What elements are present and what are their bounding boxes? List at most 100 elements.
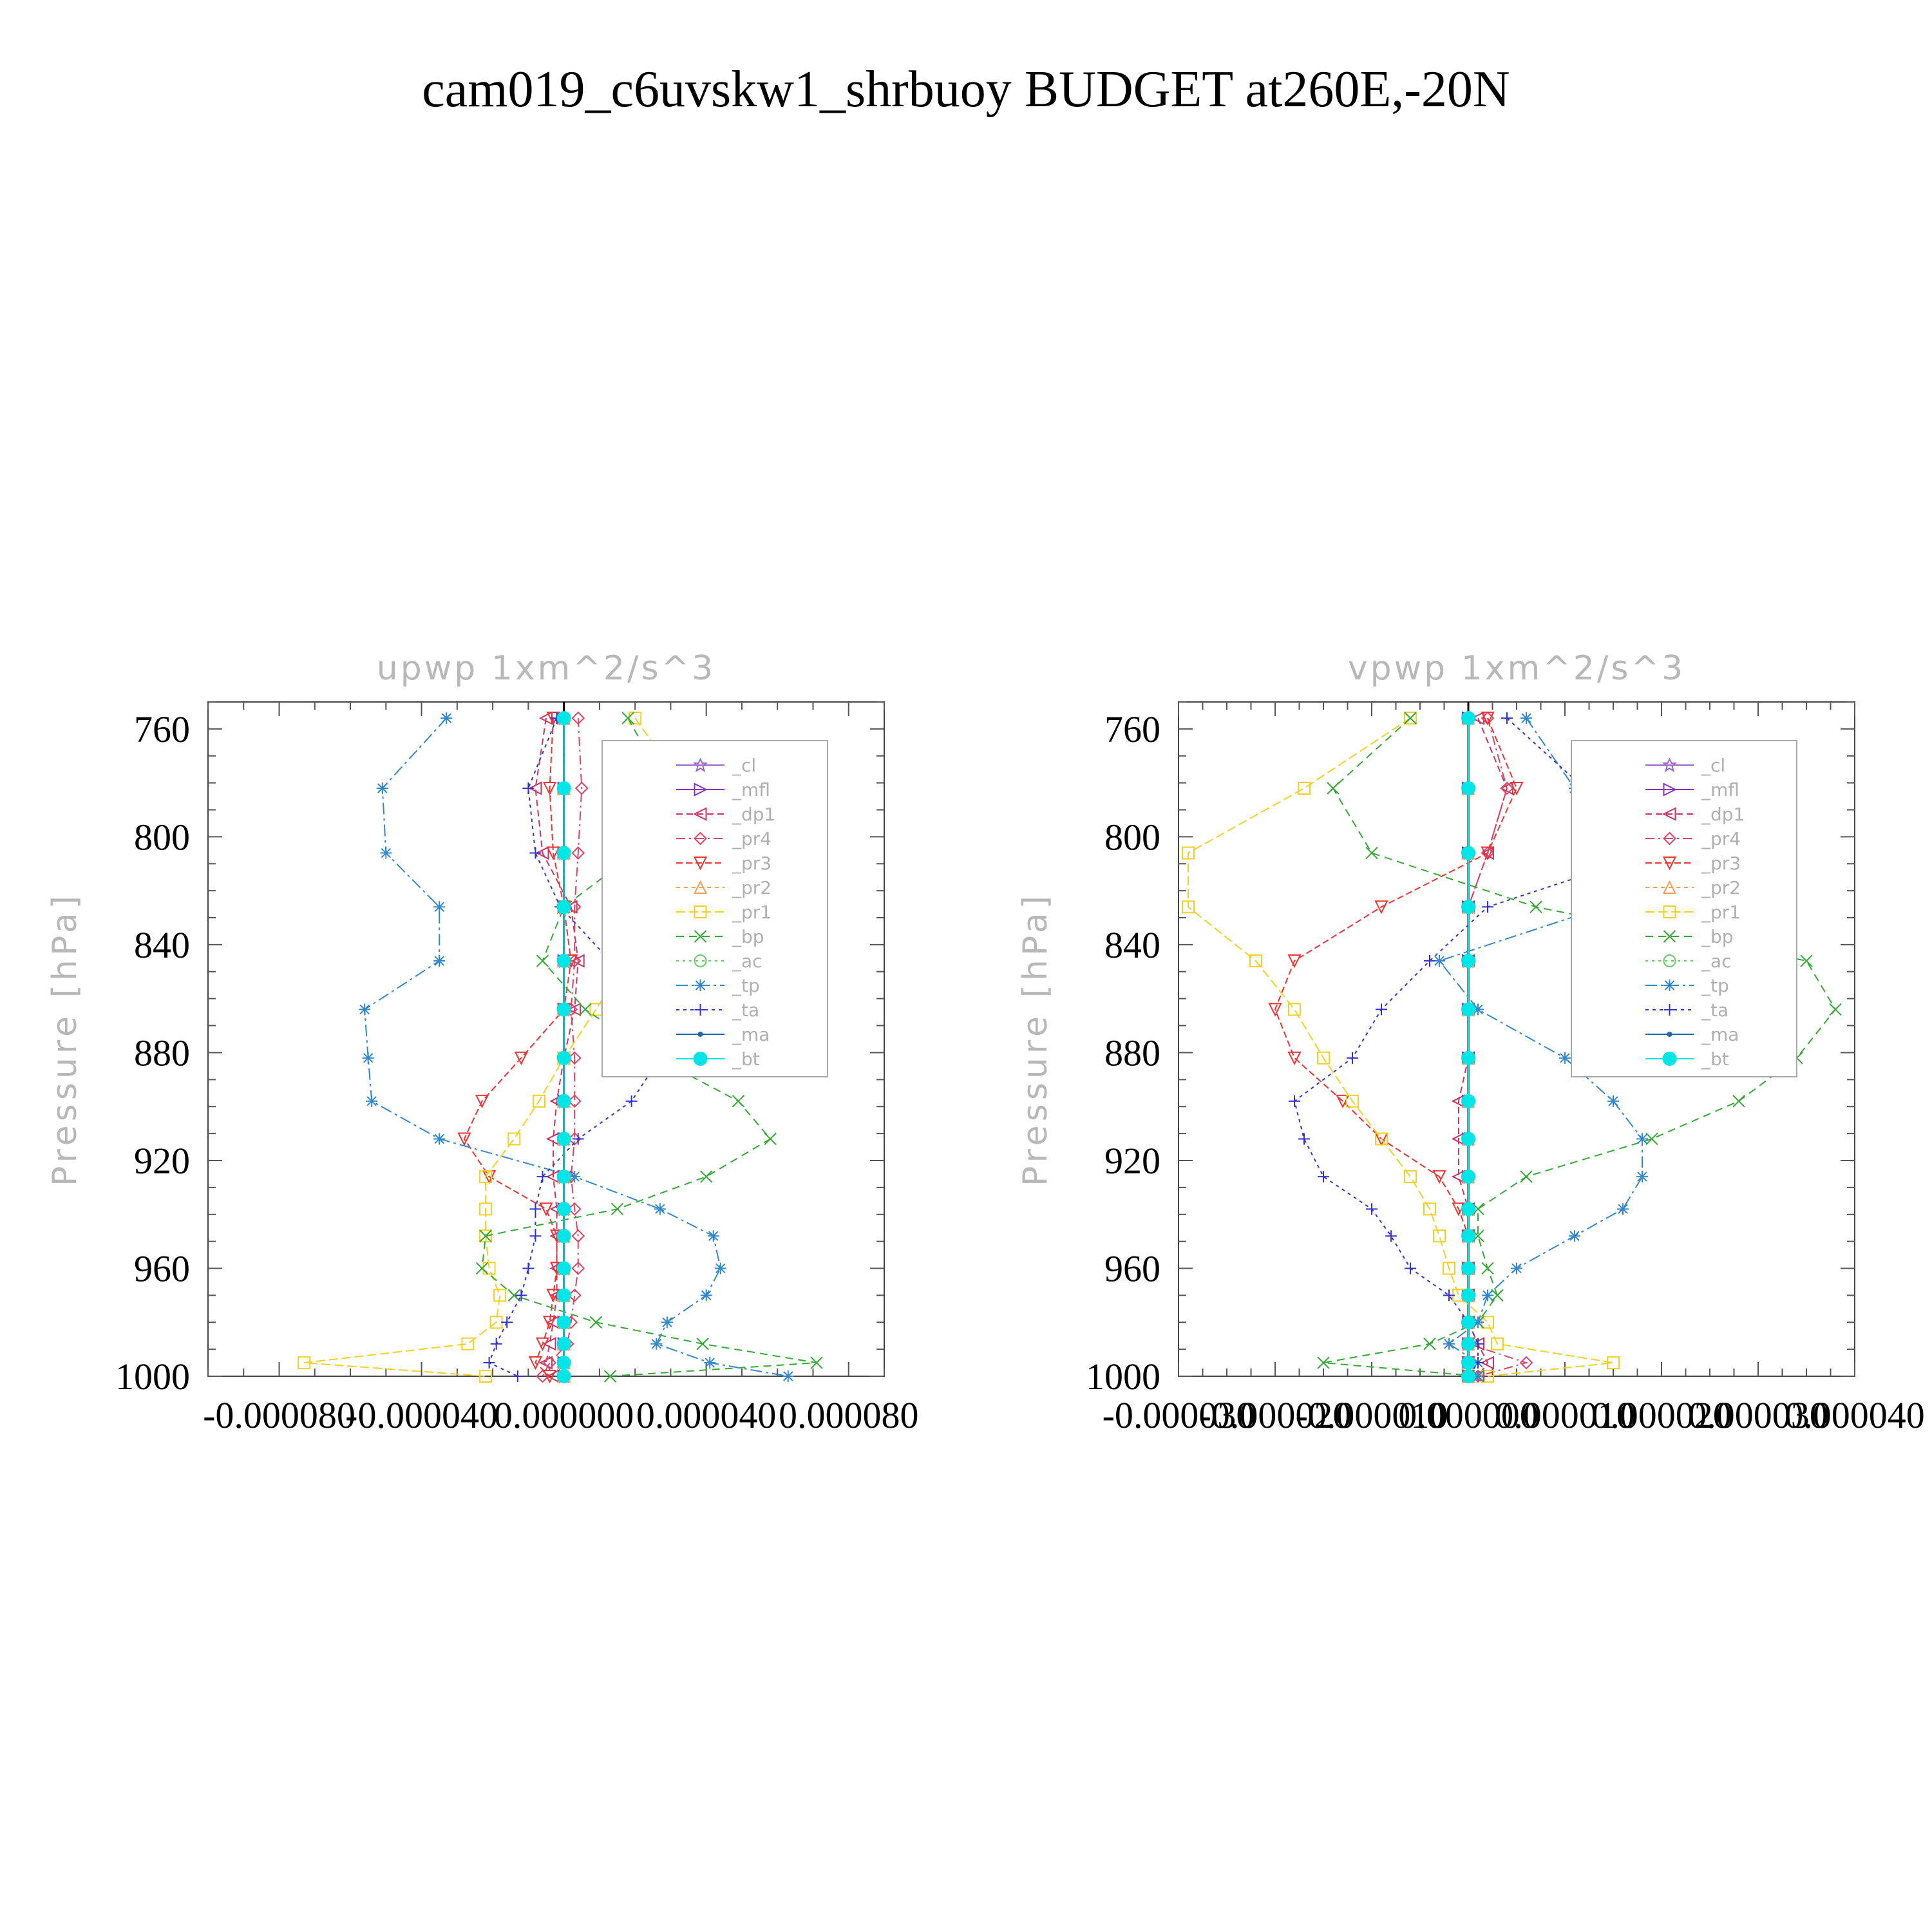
data-point-pr1	[1346, 1094, 1359, 1108]
legend-box	[1571, 740, 1797, 1077]
data-point-pr1	[1404, 712, 1417, 725]
legend-entry-mfl: _mfl	[732, 779, 770, 800]
chart-panel-vpwp: vpwp 1xm^2/s^3 Pressure [hPa] 760 800 840 880…	[1016, 649, 1925, 1436]
data-point-pr1	[493, 1289, 507, 1302]
legend-entry-pr2: _pr2	[1701, 877, 1741, 898]
data-point-tp	[359, 1003, 371, 1016]
data-point-ta	[515, 1289, 527, 1302]
legend-marker	[693, 757, 708, 773]
y-tick-label: 920	[1104, 1140, 1160, 1182]
data-point-bt	[1461, 711, 1475, 726]
data-point-bt	[1461, 1202, 1475, 1217]
data-point-bt	[556, 711, 571, 726]
data-point-tp	[1636, 1133, 1648, 1145]
data-point-pr1	[1423, 1202, 1436, 1216]
data-point-bp	[479, 1229, 492, 1242]
data-point-tp	[1520, 712, 1532, 724]
legend-marker	[1662, 1052, 1677, 1066]
data-point-ta	[511, 1370, 524, 1382]
data-point-pr1	[1182, 846, 1195, 860]
data-point-tp	[1636, 1171, 1648, 1183]
series-line-dp1	[535, 717, 579, 1377]
y-tick-label: 840	[134, 924, 190, 966]
legend-upwp: _cl _mfl _dp1 _pr4 _pr3 _pr2 _pr1 _bp _ac _tp _ta _…	[601, 740, 828, 1077]
series-line-pr1	[1188, 717, 1614, 1377]
data-point-pr3	[1336, 1094, 1350, 1109]
legend-entry-pr1: _pr1	[732, 902, 772, 923]
data-point-ta	[522, 782, 535, 795]
data-point-bp	[589, 1316, 603, 1329]
legend-marker	[1662, 807, 1676, 821]
y-tick-label: 880	[134, 1032, 190, 1074]
data-point-ta	[1289, 1095, 1300, 1107]
data-point-bt	[1461, 954, 1475, 969]
data-point-bt	[556, 1369, 571, 1383]
data-point-tp	[376, 782, 388, 795]
series-line-bp	[1323, 717, 1837, 1377]
data-point-tp	[650, 1338, 663, 1350]
y-axis-label-upwp: Pressure [hPa]	[46, 892, 84, 1186]
data-point-tp	[782, 1370, 794, 1382]
data-point-bp	[696, 1338, 709, 1350]
data-point-tp	[380, 847, 392, 859]
data-point-pr3	[475, 1094, 489, 1109]
data-point-bp	[1365, 846, 1378, 860]
y-tick-label: 760	[134, 708, 190, 750]
data-point-bp	[475, 1262, 489, 1275]
data-point-tp	[433, 1133, 446, 1145]
y-tick-label: 840	[1104, 924, 1160, 966]
data-point-pr1	[1443, 1262, 1455, 1275]
data-point-pr1	[1298, 782, 1311, 795]
data-point-pr4	[571, 1229, 585, 1243]
x-tick-label: -0.000010	[1296, 1394, 1448, 1436]
panel-title-upwp: upwp 1xm^2/s^3	[377, 649, 715, 688]
x-tick-label: 0.000000	[494, 1394, 634, 1436]
data-point-pr3	[1481, 712, 1495, 726]
data-point-pr1	[1607, 1356, 1620, 1370]
legend-marker	[1663, 782, 1677, 797]
y-tick-label: 920	[134, 1140, 190, 1182]
data-point-tp	[700, 1289, 712, 1302]
series-line-pr4	[1468, 717, 1529, 1377]
data-point-pr1	[1375, 1132, 1388, 1146]
data-point-pr1	[479, 1170, 493, 1184]
data-point-bp	[732, 1095, 745, 1108]
y-axis-label-vpwp: Pressure [hPa]	[1016, 892, 1055, 1186]
data-point-pr4	[571, 1262, 585, 1275]
data-point-bp	[1829, 1003, 1842, 1016]
legend-entry-bt: _bt	[732, 1048, 760, 1070]
legend-entry-tp: _tp	[732, 975, 760, 996]
data-point-ta	[1376, 1003, 1387, 1016]
legend-marker	[694, 954, 707, 967]
x-tick-label: 0.000020	[1591, 1394, 1732, 1436]
series-line-bp	[481, 717, 817, 1377]
data-point-ta	[1366, 1203, 1378, 1215]
data-point-bp	[699, 1170, 713, 1183]
data-point-pr3	[535, 1337, 550, 1351]
data-point-pr4	[571, 846, 585, 860]
data-point-bt	[556, 900, 571, 914]
data-point-bt	[1461, 1288, 1475, 1303]
data-point-tp	[366, 1095, 378, 1107]
data-point-tp	[1472, 1316, 1484, 1329]
chart-panel-upwp: upwp 1xm^2/s^3 Pressure [hPa] 760 800 840 880…	[46, 649, 918, 1436]
data-point-pr3	[1510, 782, 1524, 796]
data-point-pr1	[1491, 1337, 1504, 1350]
x-tick-label: -0.000080	[203, 1394, 355, 1436]
data-point-bp	[1520, 1170, 1533, 1183]
data-point-pr1	[507, 1132, 521, 1146]
legend-marker	[693, 1052, 708, 1066]
legend-marker	[694, 905, 707, 918]
data-point-ta	[529, 1230, 542, 1242]
data-point-bp	[1530, 900, 1542, 913]
legend-marker	[1663, 980, 1676, 991]
data-point-bp	[1491, 1289, 1504, 1302]
series-line-pr3	[463, 718, 572, 1377]
data-point-ta	[483, 1357, 495, 1369]
data-point-ta	[1482, 901, 1493, 913]
data-point-tp	[569, 1171, 581, 1183]
data-point-pr3	[546, 1289, 560, 1303]
legend-entry-ma: _ma	[1701, 1024, 1739, 1045]
legend-marker	[694, 1004, 706, 1016]
data-point-ta	[572, 1133, 584, 1145]
